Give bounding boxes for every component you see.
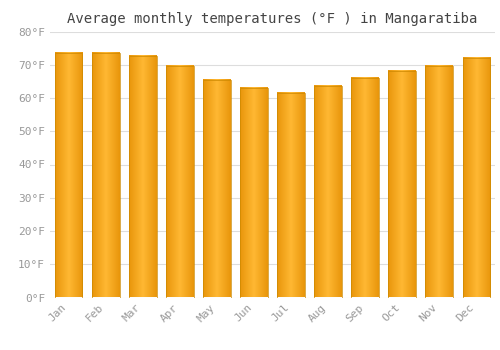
Bar (92, 53, 120, 298)
Bar (54, 53, 82, 298)
Bar (277, 93, 305, 298)
Bar (314, 86, 342, 298)
Bar (166, 66, 194, 298)
Bar (426, 66, 454, 298)
Bar (388, 71, 416, 298)
Bar (54, 53, 82, 298)
Bar (314, 86, 342, 298)
Bar (166, 66, 194, 298)
Bar (240, 88, 268, 298)
Bar (129, 56, 156, 298)
Bar (203, 80, 231, 298)
Bar (277, 93, 305, 298)
Bar (352, 78, 379, 298)
Bar (240, 88, 268, 298)
Title: Average monthly temperatures (°F ) in Mangaratiba: Average monthly temperatures (°F ) in Ma… (68, 12, 478, 26)
Bar (92, 53, 120, 298)
Bar (388, 71, 416, 298)
Bar (462, 58, 490, 298)
Bar (203, 80, 231, 298)
Bar (462, 58, 490, 298)
Bar (426, 66, 454, 298)
Bar (352, 78, 379, 298)
Bar (129, 56, 156, 298)
